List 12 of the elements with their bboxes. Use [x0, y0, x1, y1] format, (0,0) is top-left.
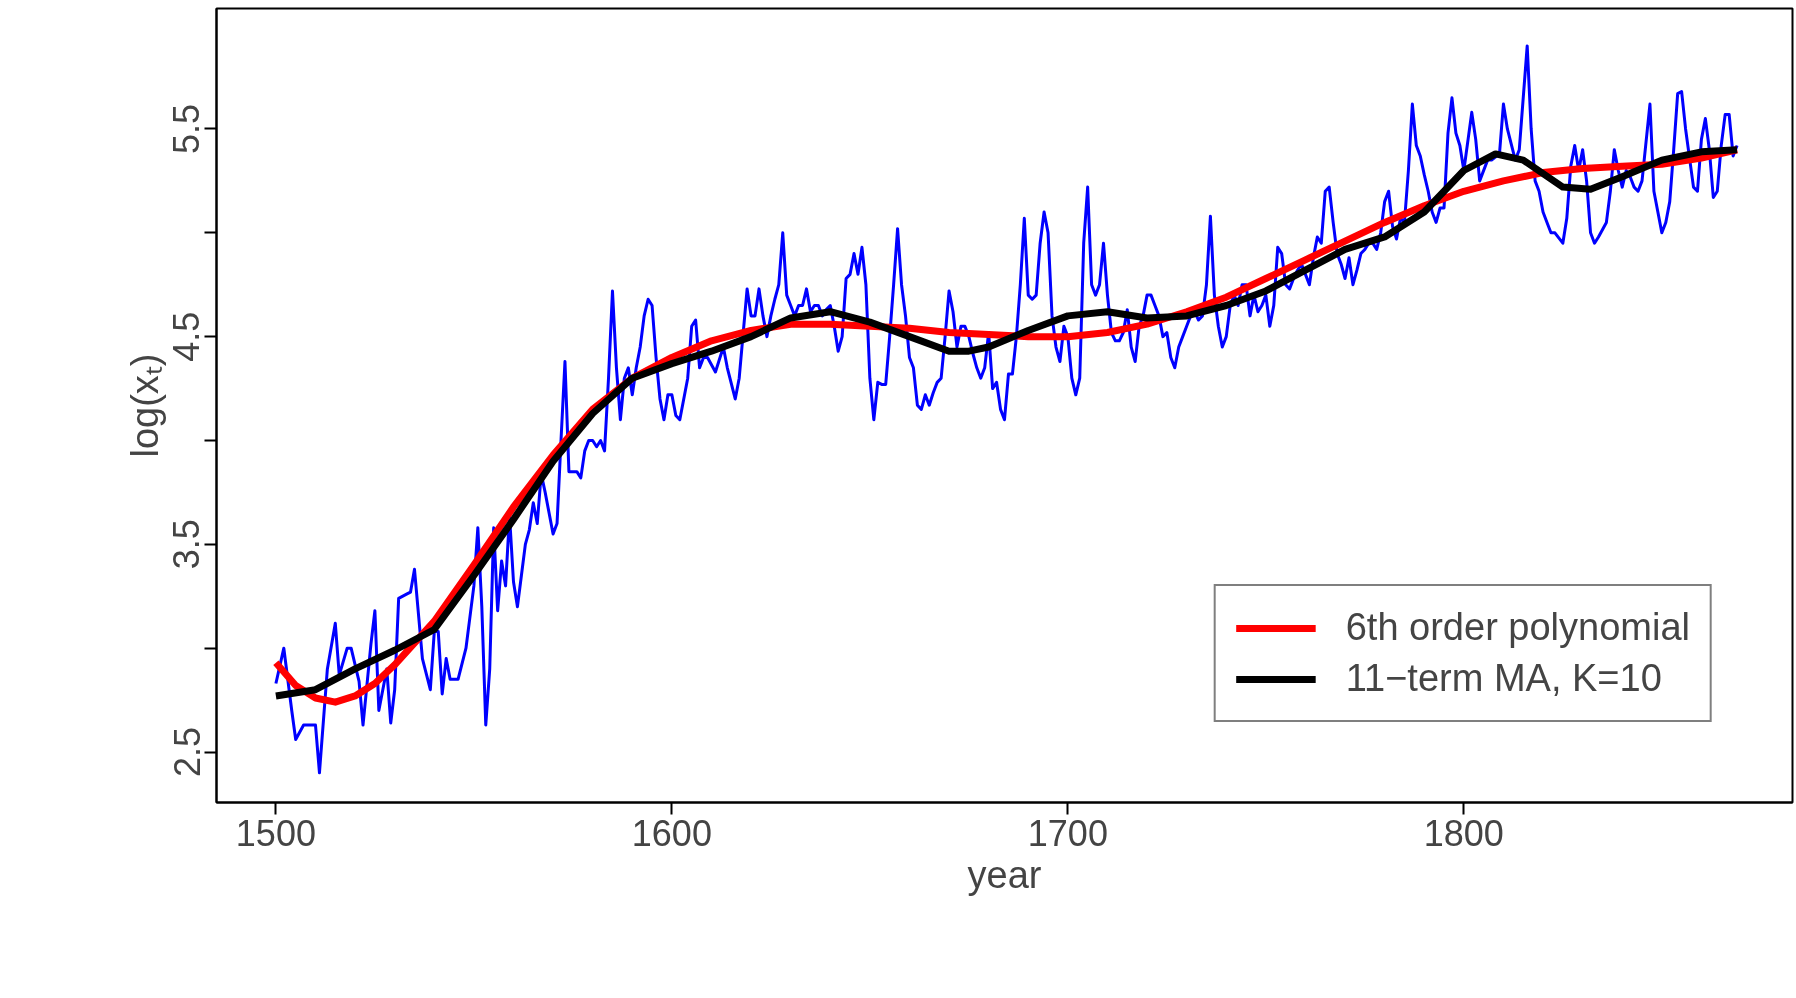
x-tick-label: 1800	[1423, 812, 1504, 854]
legend-label: 11−term MA, K=10	[1345, 657, 1662, 700]
x-tick-label: 1500	[235, 812, 316, 854]
x-tick-label: 1700	[1027, 812, 1108, 854]
x-tick-label: 1600	[631, 812, 712, 854]
x-axis-title: year	[967, 853, 1042, 896]
y-tick-label: 5.5	[166, 103, 208, 154]
y-tick-label: 4.5	[166, 311, 208, 362]
y-axis-title: log(xₜ)	[123, 353, 166, 458]
y-tick-label: 2.5	[166, 727, 208, 778]
legend-label: 6th order polynomial	[1345, 606, 1690, 649]
y-tick-label: 3.5	[166, 519, 208, 570]
